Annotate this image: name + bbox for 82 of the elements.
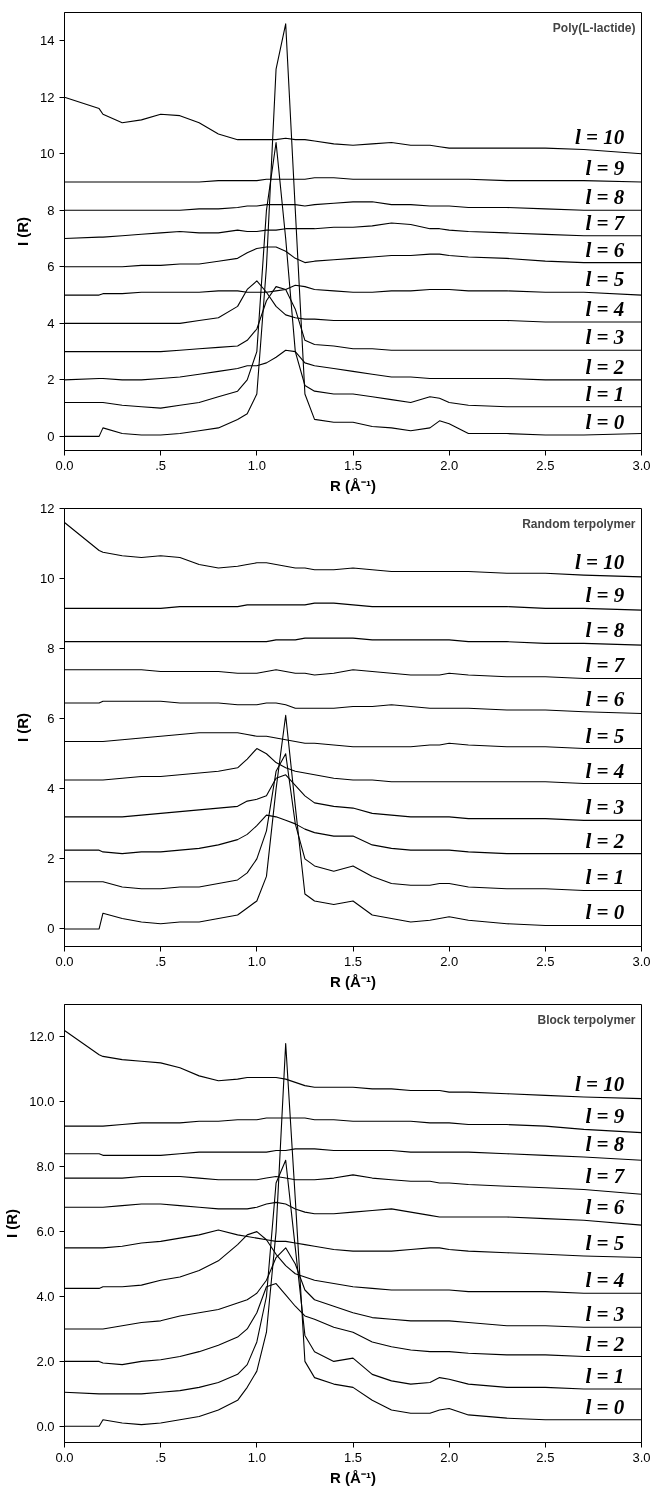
series-label: l = 7 <box>585 653 626 678</box>
series-label: l = 2 <box>585 828 625 853</box>
y-tick-label: 2 <box>47 851 55 867</box>
x-tick-label: 2.0 <box>440 953 459 969</box>
x-tick-label: 2.0 <box>440 457 459 473</box>
y-tick-label: 0.0 <box>36 1418 55 1434</box>
y-tick-label: 8 <box>47 202 55 218</box>
series-label: l = 9 <box>585 155 625 180</box>
series-label: l = 6 <box>585 1195 625 1220</box>
series-label: l = 1 <box>585 1363 625 1388</box>
series-label: l = 9 <box>585 1104 625 1129</box>
series-label: l = 2 <box>585 1331 625 1356</box>
x-tick-label: .5 <box>155 953 167 969</box>
text: Block terpolymer <box>537 1012 636 1027</box>
series-label: l = 3 <box>585 795 625 820</box>
x-tick-label: 3.0 <box>632 457 651 473</box>
y-tick-label: 8 <box>47 641 55 657</box>
x-axis-title: R (Å⁻¹) <box>330 476 376 494</box>
y-tick-label: 4.0 <box>36 1289 55 1304</box>
y-tick-label: 2.0 <box>36 1353 55 1369</box>
x-axis-title: R (Å⁻¹) <box>330 1468 376 1486</box>
x-tick-label: 1.5 <box>343 457 363 473</box>
x-tick-label: .5 <box>155 457 167 473</box>
y-tick-label: 6 <box>47 711 55 727</box>
series-label: l = 4 <box>585 296 625 321</box>
y-tick-label: 12 <box>40 501 55 516</box>
x-tick-label: .5 <box>155 1449 167 1465</box>
y-tick-label: 6 <box>47 259 55 275</box>
series-label: l = 6 <box>585 686 625 711</box>
y-axis-title: I (R) <box>3 1208 21 1239</box>
y-tick-label: 2 <box>47 372 55 388</box>
x-tick-label: 1.0 <box>247 1449 266 1465</box>
y-tick-label: 10.0 <box>29 1094 55 1110</box>
series-label: l = 7 <box>585 1164 626 1189</box>
series-label: l = 8 <box>585 1131 625 1156</box>
series-label: l = 0 <box>585 409 625 434</box>
y-tick-label: 14 <box>40 33 55 49</box>
series-label: l = 8 <box>585 185 625 210</box>
y-tick-label: 12.0 <box>29 1029 55 1045</box>
text: Poly(L-lactide) <box>552 20 636 35</box>
series-label: l = 4 <box>585 1268 625 1293</box>
series-label: l = 1 <box>585 381 625 406</box>
x-tick-label: 2.5 <box>536 953 555 969</box>
y-tick-label: 0 <box>47 921 55 937</box>
x-tick-label: 1.5 <box>343 1449 363 1465</box>
series-label: l = 9 <box>585 583 625 608</box>
y-tick-label: 8.0 <box>36 1159 55 1175</box>
y-tick-label: 6.0 <box>36 1224 55 1240</box>
y-tick-label: 4 <box>47 781 55 797</box>
series-label: l = 3 <box>585 325 625 350</box>
series-label: l = 3 <box>585 1302 625 1327</box>
y-tick-label: 10 <box>40 571 55 587</box>
text: Random terpolymer <box>522 516 636 531</box>
series-label: l = 8 <box>585 618 625 643</box>
series-label: l = 5 <box>585 267 625 292</box>
x-tick-label: 2.0 <box>440 1449 459 1465</box>
x-tick-label: 2.5 <box>536 457 555 473</box>
y-tick-label: 4 <box>47 315 55 331</box>
y-tick-label: 10 <box>40 146 55 162</box>
series-label: l = 1 <box>585 865 625 890</box>
series-label: l = 10 <box>574 550 625 575</box>
series-label: l = 4 <box>585 758 625 783</box>
x-tick-label: 1.0 <box>247 457 266 473</box>
series-label: l = 5 <box>585 723 625 748</box>
series-label: l = 7 <box>585 210 626 235</box>
series-label: l = 0 <box>585 1394 625 1419</box>
y-tick-label: 0 <box>47 428 55 444</box>
y-axis-title: I (R) <box>14 216 32 247</box>
x-tick-label: 2.5 <box>536 1449 555 1465</box>
x-axis-title: R (Å⁻¹) <box>330 972 376 990</box>
series-label: l = 2 <box>585 354 625 379</box>
y-axis-title: I (R) <box>14 712 32 743</box>
series-label: l = 10 <box>574 124 625 149</box>
series-label: l = 5 <box>585 1230 625 1255</box>
x-tick-label: 1.0 <box>247 953 266 969</box>
series-label: l = 10 <box>574 1071 625 1096</box>
series-label: l = 6 <box>585 237 625 262</box>
x-tick-label: 1.5 <box>343 953 363 969</box>
series-label: l = 0 <box>585 900 625 925</box>
x-tick-label: 3.0 <box>632 1449 651 1465</box>
x-tick-label: 3.0 <box>632 953 651 969</box>
y-tick-label: 12 <box>40 89 55 105</box>
